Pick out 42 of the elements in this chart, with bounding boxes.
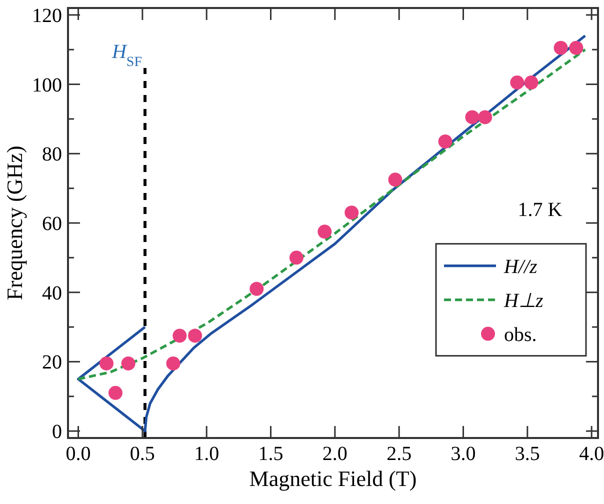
legend-label: H//z	[503, 256, 538, 278]
x-tick-label: 1.5	[258, 443, 284, 465]
point	[166, 356, 180, 370]
point	[250, 282, 264, 296]
point	[438, 134, 452, 149]
point	[108, 386, 122, 400]
point	[465, 110, 480, 124]
y-tick-label: 120	[32, 4, 62, 27]
x-tick-label: 2.5	[386, 443, 412, 465]
point	[172, 328, 187, 343]
y-tick-label: 100	[32, 74, 62, 96]
x-tick-label: 3.5	[514, 443, 540, 465]
point	[510, 76, 524, 90]
x-tick-label: 4.0	[579, 443, 604, 465]
y-tick-label: 40	[42, 282, 62, 304]
y-tick-label: 80	[42, 144, 62, 166]
x-axis-title: Magnetic Field (T)	[249, 466, 417, 491]
y-tick-label: 20	[42, 352, 62, 374]
annotation: 1.7 K	[518, 199, 563, 222]
x-tick-label: 1.0	[194, 443, 220, 465]
point	[188, 328, 202, 343]
point	[289, 250, 304, 265]
x-tick-label: 3.0	[450, 443, 476, 465]
point	[100, 356, 114, 370]
point	[121, 356, 136, 370]
x-tick-label: 0.0	[66, 443, 91, 465]
point	[318, 224, 332, 239]
line-series	[76, 34, 586, 432]
point	[554, 40, 568, 55]
y-axis-title: Frequency (GHz)	[2, 146, 27, 300]
legend-label: H⊥z	[503, 290, 544, 312]
point	[388, 172, 402, 187]
x-tick-label: 2.0	[322, 443, 348, 465]
point	[344, 206, 359, 220]
legend-label: obs.	[504, 324, 537, 346]
point	[569, 40, 584, 55]
y-tick-label: 0	[52, 421, 62, 444]
point	[524, 76, 538, 90]
ref-line-label: H$_{SF}$	[110, 41, 142, 70]
x-tick-label: 0.5	[130, 443, 155, 465]
y-tick-label: 60	[42, 213, 62, 235]
point	[478, 110, 492, 124]
